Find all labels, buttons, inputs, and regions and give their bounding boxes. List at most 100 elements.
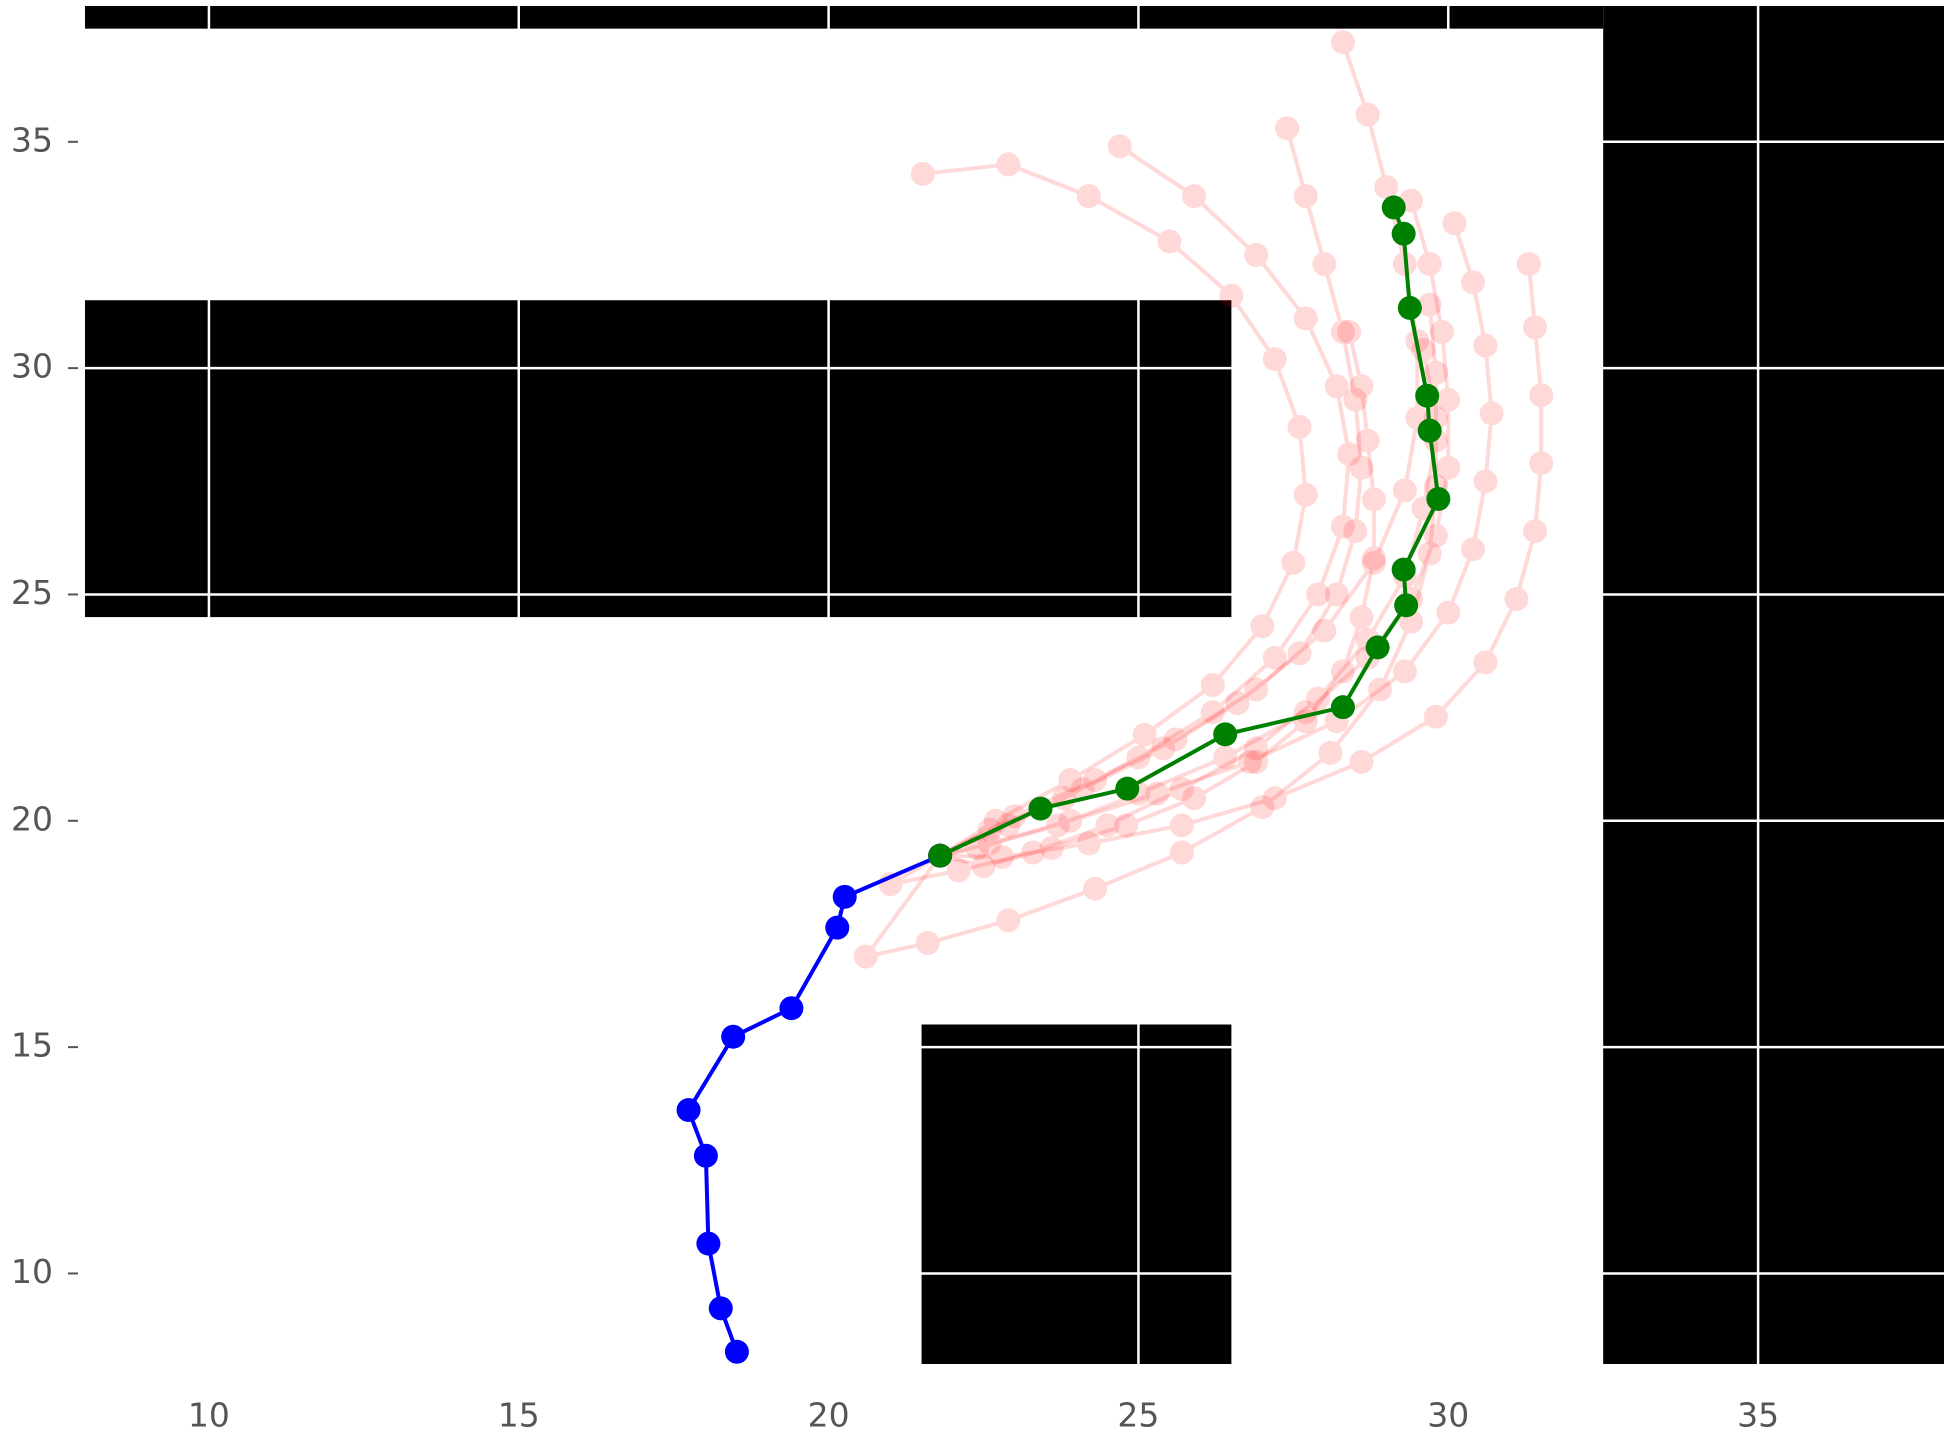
trajectory-point [1275,116,1300,141]
trajectory-point [1182,786,1207,811]
trajectory-point [1355,428,1380,453]
x-tick-label: 20 [808,1396,850,1433]
trajectory-point [1237,749,1262,774]
trajectory-point [1169,840,1194,865]
trajectory-point [1473,333,1498,358]
trajectory-point [1330,319,1355,344]
trajectory-point [1423,360,1448,385]
trajectory-point [1397,295,1422,320]
trajectory-point [1293,184,1318,209]
trajectory-point [1262,347,1287,372]
trajectory-point [1219,283,1244,308]
trajectory-point [928,843,953,868]
trajectory-point [1306,686,1331,711]
trajectory-point [1312,252,1337,277]
trajectory-point [1028,796,1053,821]
trajectory-point [1151,736,1176,761]
x-tick-label: 25 [1117,1396,1159,1433]
trajectory-point [1163,727,1188,752]
trajectory-point [1473,650,1498,675]
trajectory-point [1504,586,1529,611]
trajectory-point [1516,252,1541,277]
trajectory-point [1529,451,1554,476]
trajectory-point [1337,442,1362,467]
y-tick-label: 30 [11,347,53,386]
trajectory-point [1426,486,1451,511]
trajectory-point [1114,813,1139,838]
trajectory-point [1076,831,1101,856]
trajectory-point [1343,519,1368,544]
trajectory-line [939,331,1376,869]
trajectory-point [1349,749,1374,774]
trajectory-point [1330,30,1355,55]
trajectory-point [1374,175,1399,200]
trajectory-point [1132,722,1157,747]
trajectory-point [1126,745,1151,770]
trajectory-point [779,996,804,1021]
obstacle [85,6,1604,29]
trajectory-point [1430,319,1455,344]
trajectory-point [1361,546,1386,571]
trajectory-point [1225,691,1250,716]
trajectory-point [1361,487,1386,512]
trajectory-point [1045,813,1070,838]
trajectory-point [1349,605,1374,630]
trajectory-point [1343,387,1368,412]
trajectory-point [1349,374,1374,399]
trajectory-point [1337,319,1362,344]
trajectory-point [1250,795,1275,820]
trajectory-point [1058,808,1083,833]
trajectory-point [825,915,850,940]
x-tick-label: 15 [498,1396,540,1433]
obstacle [921,1024,1232,1364]
trajectory-point [724,1339,749,1364]
trajectory-point [1095,813,1120,838]
trajectory-point [1381,195,1406,220]
trajectory-point [1392,659,1417,684]
trajectory-point [971,854,996,879]
trajectory-point [1244,242,1269,267]
trajectory-point [1394,593,1419,618]
trajectory-point [696,1231,721,1256]
trajectory-point [1391,221,1416,246]
y-tick-label: 15 [11,1026,53,1065]
trajectory-point [1058,768,1083,793]
trajectory-point [1523,315,1548,340]
trajectory-point [1115,776,1140,801]
x-tick-label: 30 [1427,1396,1469,1433]
trajectory-point [1244,749,1269,774]
trajectory-point [1355,102,1380,127]
trajectory-point [1365,635,1390,660]
trajectory-point [832,884,857,909]
trajectory-point [1461,270,1486,295]
trajectory-line [939,206,1441,858]
trajectory [676,843,953,1364]
trajectory-point [1200,673,1225,697]
trajectory-point [1157,229,1182,254]
trajectory-point [1417,292,1442,317]
trajectory-point [1436,455,1461,480]
trajectory-point [910,161,935,186]
trajectory-point [1324,374,1349,399]
trajectory-point [676,1098,701,1123]
trajectory-point [1417,541,1442,566]
trajectory-point [1306,582,1331,607]
trajectory-point [1523,519,1548,544]
trajectory-point [1070,777,1095,802]
y-tick-label: 35 [11,120,53,159]
trajectory-point [1330,659,1355,684]
trajectory-point [1529,383,1554,408]
trajectory-point [1287,641,1312,666]
trajectory-point [1415,383,1440,408]
trajectory-point [1461,537,1486,562]
trajectory-point [1145,781,1170,806]
obstacle [85,300,1232,618]
trajectory-point [1076,184,1101,209]
trajectory-point [1244,736,1269,761]
trajectory-point [1479,401,1504,426]
trajectory-point [1182,184,1207,209]
trajectory-point [1213,745,1238,770]
trajectory-point [1442,211,1467,236]
trajectory-point [996,152,1021,177]
